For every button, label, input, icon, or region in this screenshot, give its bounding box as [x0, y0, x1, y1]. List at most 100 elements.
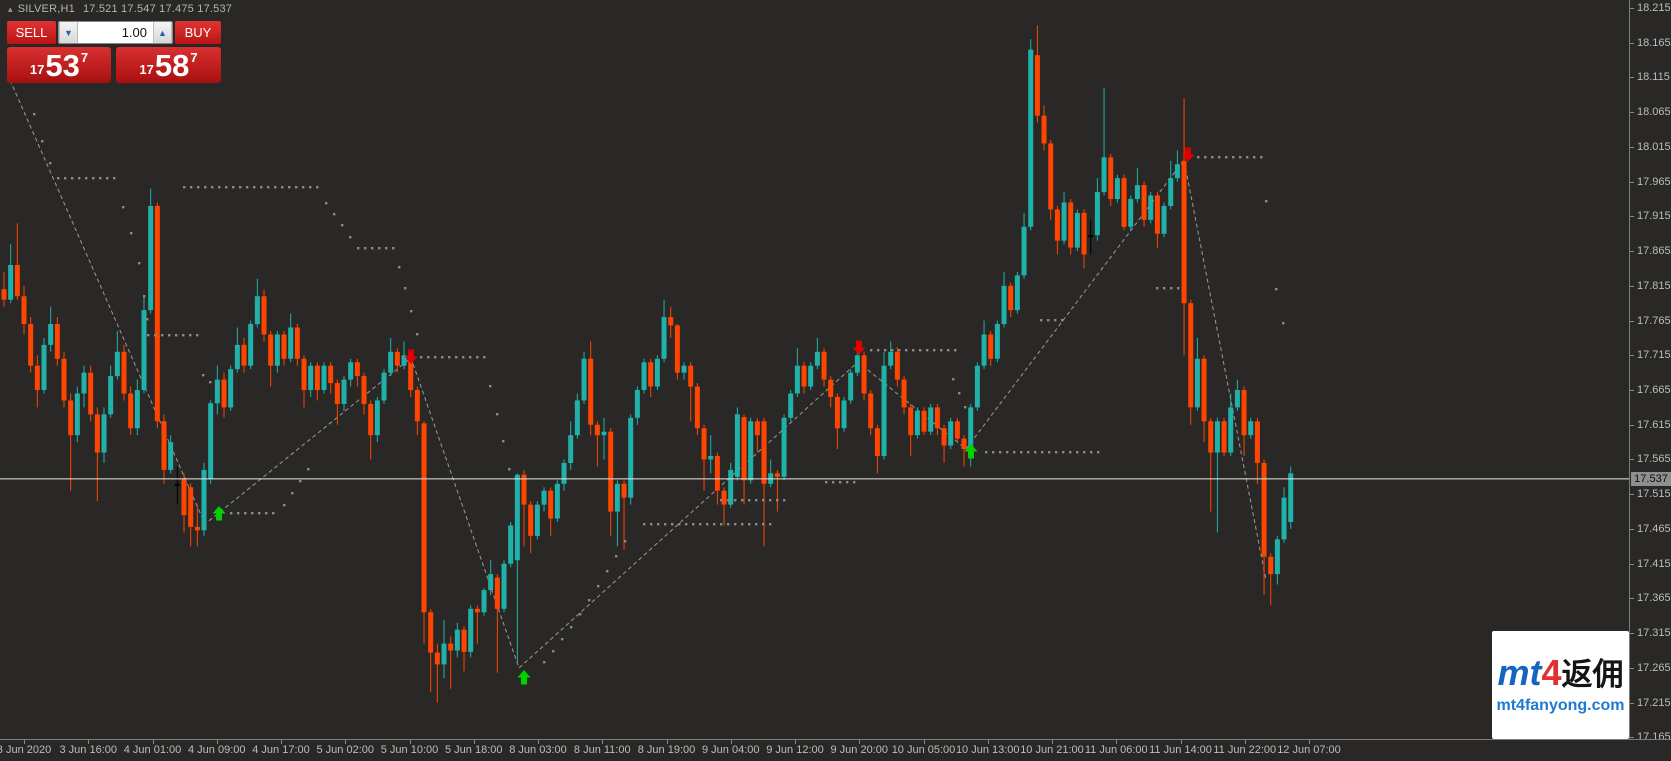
candle-body: [221, 379, 227, 408]
indicator-dot: [1177, 287, 1180, 290]
indicator-dot: [404, 287, 407, 290]
candle-body: [1081, 212, 1087, 255]
candle-body: [628, 417, 634, 498]
candle-body: [134, 390, 140, 429]
candle-body: [74, 393, 80, 436]
volume-increase-button[interactable]: ▲: [153, 22, 172, 43]
indicator-dot: [783, 499, 786, 502]
candle-body: [894, 351, 900, 380]
time-tick: [538, 740, 539, 744]
indicator-dot: [196, 334, 199, 337]
indicator-dot: [762, 523, 765, 526]
indicator-dot: [692, 523, 695, 526]
indicator-dot: [398, 266, 401, 269]
candle-body: [181, 478, 187, 516]
indicator-dot: [216, 384, 219, 387]
candle-body: [441, 643, 447, 665]
watermark-site: mt4fanyong.com: [1496, 697, 1625, 714]
candle-body: [948, 421, 954, 446]
candle-body: [54, 324, 60, 359]
candle-body: [1054, 209, 1060, 241]
candle-body: [634, 390, 640, 418]
candle-body: [14, 264, 20, 297]
indicator-dot: [130, 232, 133, 235]
candle-body: [368, 403, 374, 436]
sell-signal-arrow-icon: [852, 340, 866, 355]
time-tick: [281, 740, 282, 744]
indicator-dot: [448, 356, 451, 359]
indicator-dot: [615, 555, 618, 558]
candle-body: [1168, 178, 1174, 206]
indicator-dot: [543, 661, 546, 664]
indicator-dot: [113, 177, 116, 180]
indicator-dot: [283, 504, 286, 507]
time-axis-label: 8 Jun 03:00: [509, 744, 567, 756]
indicator-dot: [1054, 319, 1057, 322]
candle-body: [194, 526, 200, 531]
price-axis-label: 17.915: [1637, 210, 1671, 223]
candle-body: [554, 483, 560, 519]
candle-body: [88, 372, 94, 415]
indicator-dot: [1034, 451, 1037, 454]
candle-body: [61, 358, 67, 401]
candle-body: [454, 629, 460, 651]
indicator-dot: [106, 177, 109, 180]
time-axis-label: 10 Jun 21:00: [1020, 744, 1084, 756]
candle-body: [481, 590, 487, 613]
candle-body: [968, 407, 974, 450]
candle-body: [821, 351, 827, 380]
candle-body: [508, 525, 514, 564]
time-tick: [216, 740, 218, 744]
indicator-dot: [316, 186, 319, 189]
indicator-dot: [410, 310, 413, 313]
indicator-dot: [1040, 319, 1043, 322]
candle-body: [694, 386, 700, 429]
time-axis-label: 11 Jun 22:00: [1213, 744, 1277, 756]
candle-body: [48, 324, 54, 345]
indicator-dot: [832, 481, 835, 484]
indicator-dot: [441, 356, 444, 359]
volume-input[interactable]: 1.00: [78, 22, 153, 43]
indicator-dot: [189, 334, 192, 337]
price-tick: [1630, 737, 1634, 739]
indicator-dot: [588, 599, 591, 602]
price-axis[interactable]: 18.215 18.165 18.115 18.065 18.015 17.965 17.9…: [1629, 0, 1671, 743]
candle-body: [1288, 473, 1294, 522]
indicator-dot: [333, 213, 336, 216]
candle-body: [901, 379, 907, 408]
buy-button[interactable]: BUY: [175, 21, 221, 44]
candle-body: [461, 629, 467, 652]
indicator-dot: [606, 570, 609, 573]
ask-price-button[interactable]: 17 58 7: [116, 47, 221, 83]
sell-button[interactable]: SELL: [7, 21, 56, 44]
candle-body: [1041, 115, 1047, 144]
bid-price-button[interactable]: 17 53 7: [7, 47, 111, 83]
volume-stepper: ▼ 1.00 ▲: [58, 21, 173, 44]
indicator-dot: [33, 113, 36, 116]
time-tick: [1309, 740, 1310, 744]
price-tick: [1630, 77, 1634, 79]
candle-body: [588, 358, 594, 425]
time-tick: [409, 740, 411, 744]
candle-body: [21, 296, 27, 325]
volume-decrease-button[interactable]: ▼: [59, 22, 78, 43]
indicator-dot: [1041, 451, 1044, 454]
indicator-dot: [265, 512, 268, 515]
symbol-timeframe-label: SILVER,H1: [17, 3, 75, 15]
time-axis-label: 4 Jun 01:00: [123, 744, 182, 756]
indicator-dot: [483, 356, 486, 359]
candle-body: [888, 351, 894, 366]
indicator-dot: [1211, 156, 1214, 159]
candle-body: [321, 365, 327, 391]
indicator-dot: [1239, 156, 1242, 159]
indicator-dot: [1225, 156, 1228, 159]
time-axis[interactable]: 3 Jun 2020 3 Jun 16:00 4 Jun 01:00 4 Jun 09…: [0, 739, 1671, 761]
candle-body: [848, 372, 854, 401]
candle-body: [1028, 49, 1034, 227]
collapse-panel-icon[interactable]: ▴: [8, 4, 13, 14]
time-axis-label: 3 Jun 2020: [0, 744, 52, 756]
candle-body: [954, 421, 960, 439]
indicator-dot: [469, 356, 472, 359]
